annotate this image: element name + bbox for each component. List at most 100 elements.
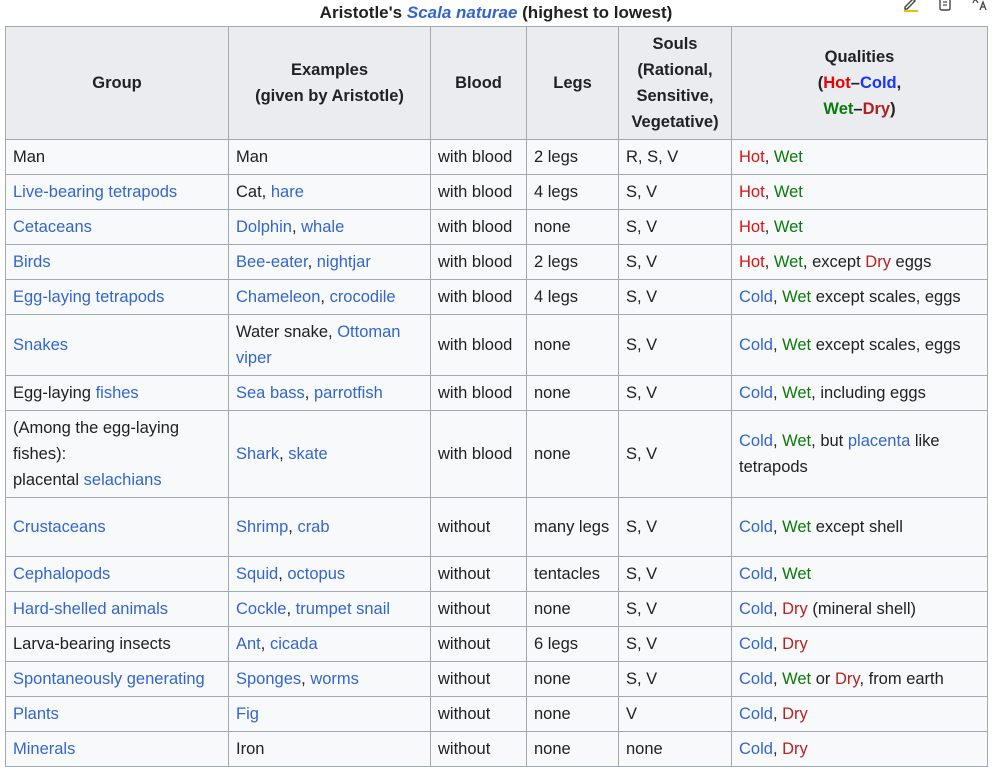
cell-text: Man xyxy=(13,148,46,166)
souls-cell: S, V xyxy=(618,661,732,697)
blood-cell: with blood xyxy=(430,139,527,175)
qualities-cell: Cold, Wet except scales, eggs xyxy=(731,314,988,376)
caption-suffix: (highest to lowest) xyxy=(517,3,673,22)
cold-label: Cold xyxy=(859,74,897,92)
examples-cell: Man xyxy=(228,139,431,175)
group-cell: Birds xyxy=(5,244,229,280)
blood-cell: without xyxy=(430,556,527,592)
cell-text: , xyxy=(772,565,783,583)
wiki-link[interactable]: hare xyxy=(270,183,304,201)
wiki-link[interactable]: worms xyxy=(310,670,359,688)
legs-cell: none xyxy=(526,661,619,697)
table-row: Plants Fig without none V Cold, Dry xyxy=(5,696,988,732)
examples-cell: Bee-eater, nightjar xyxy=(228,244,431,280)
blood-cell: with blood xyxy=(430,279,527,315)
wiki-link[interactable]: selachians xyxy=(83,471,162,489)
wiki-link[interactable]: trumpet snail xyxy=(295,600,391,618)
translate-icon[interactable] xyxy=(970,0,988,12)
blood-cell: with blood xyxy=(430,375,527,411)
dry-label: Dry xyxy=(862,100,891,118)
wiki-link[interactable]: Crustaceans xyxy=(13,518,106,536)
clipboard-icon[interactable] xyxy=(936,0,954,12)
souls-cell: S, V xyxy=(618,209,732,245)
wiki-link[interactable]: skate xyxy=(288,445,328,463)
header-group: Group xyxy=(5,26,229,140)
cell-text: , xyxy=(764,253,774,271)
wiki-link[interactable]: Squid xyxy=(236,565,279,583)
blood-cell: without xyxy=(430,626,527,662)
cell-text: , xyxy=(772,518,783,536)
scala-naturae-table: Group Examples (given by Aristotle) Blood… xyxy=(5,26,988,767)
wet-quality: Wet xyxy=(773,183,803,201)
qualities-cell: Hot, Wet xyxy=(731,139,988,175)
wiki-link[interactable]: nightjar xyxy=(316,253,371,271)
wiki-link[interactable]: Chameleon xyxy=(236,288,321,306)
wiki-link[interactable]: Bee-eater xyxy=(236,253,308,271)
wiki-link[interactable]: Egg-laying tetrapods xyxy=(13,288,165,306)
cell-text: , xyxy=(286,600,296,618)
wiki-link[interactable]: cicada xyxy=(269,635,318,653)
cold-quality: Cold xyxy=(739,635,773,653)
cell-text: , xyxy=(304,384,314,402)
group-cell: Snakes xyxy=(5,314,229,376)
cell-text: , xyxy=(772,432,783,450)
wiki-link[interactable]: Sea bass xyxy=(236,384,305,402)
souls-cell: V xyxy=(618,696,732,732)
table-row: Snakes Water snake, Ottoman viper with blo… xyxy=(5,314,988,376)
wiki-link[interactable]: Hard-shelled animals xyxy=(13,600,168,618)
wiki-link[interactable]: placenta xyxy=(847,432,911,450)
group-cell: (Among the egg-laying fishes): placental … xyxy=(5,410,229,498)
wiki-link[interactable]: Cetaceans xyxy=(13,218,92,236)
legs-cell: 4 legs xyxy=(526,174,619,210)
wiki-link[interactable]: Sponges xyxy=(236,670,302,688)
wiki-link[interactable]: Minerals xyxy=(13,740,76,758)
wiki-link[interactable]: Plants xyxy=(13,705,59,723)
qualities-cell: Cold, Dry (mineral shell) xyxy=(731,591,988,627)
wiki-link[interactable]: Shrimp xyxy=(236,518,289,536)
examples-cell: Shrimp, crab xyxy=(228,497,431,557)
wiki-link[interactable]: Ottoman viper xyxy=(236,323,401,367)
wiki-link[interactable]: Ant xyxy=(236,635,261,653)
wiki-link[interactable]: crab xyxy=(297,518,330,536)
wiki-link[interactable]: Dolphin xyxy=(236,218,292,236)
qualities-cell: Cold, Dry xyxy=(731,696,988,732)
caption-prefix: Aristotle's xyxy=(319,3,407,22)
pencil-icon[interactable] xyxy=(902,0,920,12)
group-cell: Egg-laying fishes xyxy=(5,375,229,411)
wiki-link[interactable]: parrotfish xyxy=(313,384,383,402)
wiki-link[interactable]: crocodile xyxy=(329,288,396,306)
cell-text: , xyxy=(772,384,783,402)
wiki-link[interactable]: Live-bearing tetrapods xyxy=(13,183,178,201)
wet-quality: Wet xyxy=(782,336,812,354)
wiki-link[interactable]: fishes xyxy=(95,384,139,402)
wiki-link[interactable]: Birds xyxy=(13,253,51,271)
table-row: Crustaceans Shrimp, crab without many legs S… xyxy=(5,497,988,557)
group-cell: Plants xyxy=(5,696,229,732)
wiki-link[interactable]: whale xyxy=(301,218,345,236)
wiki-link[interactable]: Spontaneously generating xyxy=(13,670,205,688)
hot-quality: Hot xyxy=(739,218,765,236)
cell-text: , xyxy=(260,635,270,653)
examples-cell: Ant, cicada xyxy=(228,626,431,662)
wiki-link[interactable]: Snakes xyxy=(13,336,69,354)
souls-cell: S, V xyxy=(618,279,732,315)
wiki-link[interactable]: Fig xyxy=(236,705,259,723)
cell-text: , from earth xyxy=(859,670,944,688)
cell-text: , except xyxy=(802,253,866,271)
table-caption: Aristotle's Scala naturae (highest to lo… xyxy=(0,2,992,24)
scala-naturae-link[interactable]: Scala naturae xyxy=(406,3,518,22)
wiki-link[interactable]: octopus xyxy=(287,565,346,583)
blood-cell: with blood xyxy=(430,244,527,280)
group-cell: Larva-bearing insects xyxy=(5,626,229,662)
wiki-link[interactable]: Cephalopods xyxy=(13,565,111,583)
header-blood: Blood xyxy=(430,26,527,140)
wiki-link[interactable]: Shark xyxy=(236,445,280,463)
blood-cell: with blood xyxy=(430,174,527,210)
blood-cell: without xyxy=(430,731,527,767)
table-row: Larva-bearing insects Ant, cicada without 6… xyxy=(5,626,988,662)
cell-text: , xyxy=(278,565,288,583)
wiki-link[interactable]: Cockle xyxy=(236,600,287,618)
cell-text: Larva-bearing insects xyxy=(13,635,171,653)
examples-cell: Water snake, Ottoman viper xyxy=(228,314,431,376)
examples-cell: Shark, skate xyxy=(228,410,431,498)
